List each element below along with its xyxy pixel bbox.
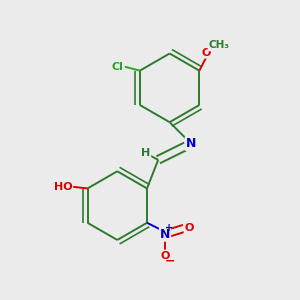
Text: O: O (202, 48, 211, 58)
Text: N: N (160, 228, 170, 241)
Text: CH₃: CH₃ (208, 40, 230, 50)
Text: O: O (184, 224, 194, 233)
Text: HO: HO (54, 182, 72, 192)
Text: +: + (165, 224, 173, 233)
Text: Cl: Cl (112, 62, 124, 72)
Text: O: O (160, 250, 170, 260)
Text: N: N (186, 137, 196, 150)
Text: −: − (165, 254, 175, 267)
Text: H: H (141, 148, 150, 158)
